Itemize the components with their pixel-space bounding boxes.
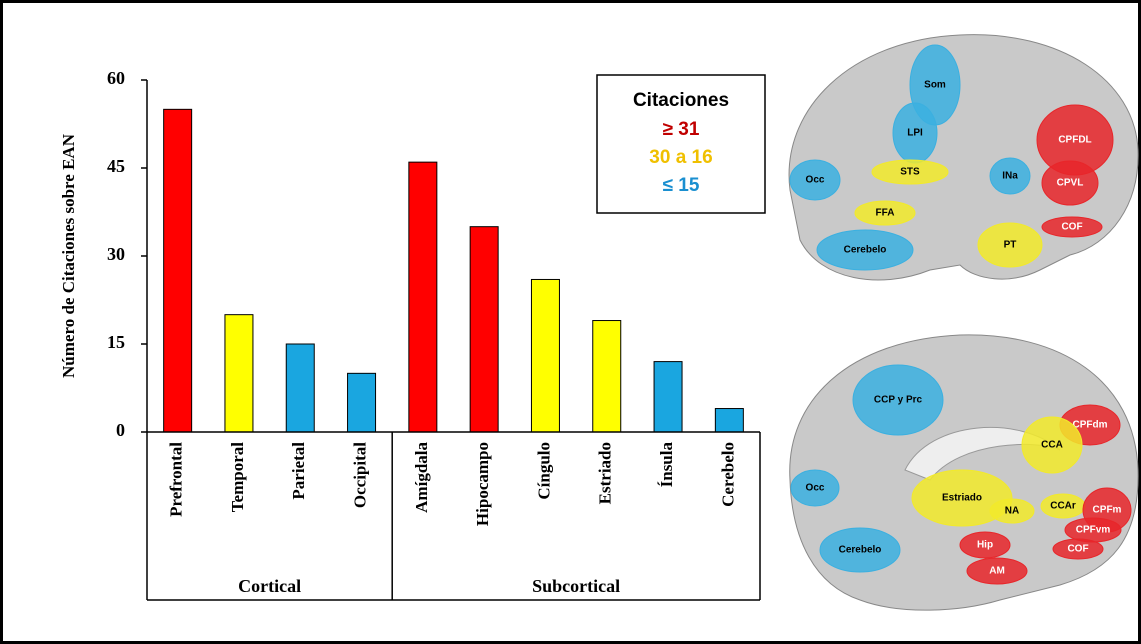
- y-tick-label: 0: [116, 420, 125, 440]
- x-tick-label: Prefrontal: [167, 442, 186, 517]
- y-tick-label: 45: [107, 156, 125, 176]
- bar: [163, 108, 193, 433]
- brain-region-label: CCAr: [1050, 501, 1076, 512]
- y-tick-label: 15: [107, 332, 125, 352]
- x-tick-label: Occipital: [350, 442, 369, 508]
- bar: [224, 314, 254, 433]
- brain-region-label: STS: [900, 167, 920, 178]
- brain-region-label: COF: [1061, 222, 1082, 233]
- bar: [469, 226, 499, 433]
- brain-region-label: Som: [924, 80, 946, 91]
- legend-title: Citaciones: [633, 90, 729, 111]
- y-axis-label: Número de Citaciones sobre EAN: [59, 133, 78, 378]
- brain-region: [790, 469, 840, 507]
- brain-region-label: CPFDL: [1058, 135, 1091, 146]
- y-tick-label: 30: [107, 244, 125, 264]
- bar: [592, 320, 622, 433]
- group-label: Cortical: [238, 576, 301, 596]
- legend-item: 30 a 16: [649, 147, 712, 168]
- x-tick-label: Ínsula: [657, 442, 676, 488]
- brain-region-label: Occ: [806, 175, 825, 186]
- brain-region-label: CPFm: [1093, 505, 1122, 516]
- group-label: Subcortical: [532, 576, 620, 596]
- brain-region: [966, 557, 1028, 585]
- brain-region-label: CCA: [1041, 440, 1063, 451]
- legend-item: ≥ 31: [663, 119, 700, 140]
- bar: [285, 343, 315, 433]
- legend-box: [596, 74, 766, 214]
- x-tick-label: Estriado: [596, 442, 615, 504]
- brain-region: [989, 157, 1031, 195]
- brain-region: [959, 531, 1011, 559]
- y-tick-label: 60: [107, 68, 125, 88]
- brain-region: [871, 159, 949, 185]
- x-tick-label: Hipocampo: [473, 442, 492, 526]
- x-tick-label: Cíngulo: [534, 442, 553, 500]
- brain-region: [977, 222, 1043, 268]
- brain-region-label: CPFdm: [1073, 420, 1108, 431]
- x-tick-label: Parietal: [289, 442, 308, 500]
- brain-region-label: CPVL: [1057, 178, 1084, 189]
- bar: [530, 278, 560, 433]
- x-tick-label: Cerebelo: [718, 442, 737, 507]
- bar: [347, 372, 377, 433]
- brain-region: [911, 469, 1013, 527]
- brain-region: [1041, 216, 1103, 238]
- bar: [714, 408, 744, 433]
- x-tick-label: Temporal: [228, 442, 247, 512]
- brain-region-label: Occ: [806, 483, 825, 494]
- brain-region-label: COF: [1067, 544, 1088, 555]
- brain-region: [789, 159, 841, 201]
- brain-region: [1052, 538, 1104, 560]
- brain-region: [1021, 416, 1083, 474]
- brain-region: [852, 364, 944, 436]
- legend-item: ≤ 15: [663, 175, 700, 196]
- brain-region: [819, 527, 901, 573]
- brain-region-label: Cerebelo: [844, 245, 887, 256]
- brain-region-label: Estriado: [942, 493, 982, 504]
- x-tick-label: Amígdala: [412, 442, 431, 513]
- brain-region-label: CPFvm: [1076, 525, 1111, 536]
- brain-region: [1041, 160, 1099, 206]
- bar: [653, 361, 683, 433]
- bar: [408, 161, 438, 433]
- brain-region-label: LPI: [907, 128, 923, 139]
- brain-region: [816, 229, 914, 271]
- brain-region-label: INa: [1002, 171, 1018, 182]
- brain-region: [854, 200, 916, 226]
- brain-region-label: Hip: [977, 540, 993, 551]
- brain-region-label: FFA: [876, 208, 895, 219]
- brain-region-label: AM: [989, 566, 1005, 577]
- brain-region-label: NA: [1005, 506, 1019, 517]
- brain-region-label: CCP y Prc: [874, 395, 923, 406]
- brain-region: [989, 498, 1035, 524]
- brain-region-label: PT: [1004, 240, 1017, 251]
- brain-region-label: Cerebelo: [839, 545, 882, 556]
